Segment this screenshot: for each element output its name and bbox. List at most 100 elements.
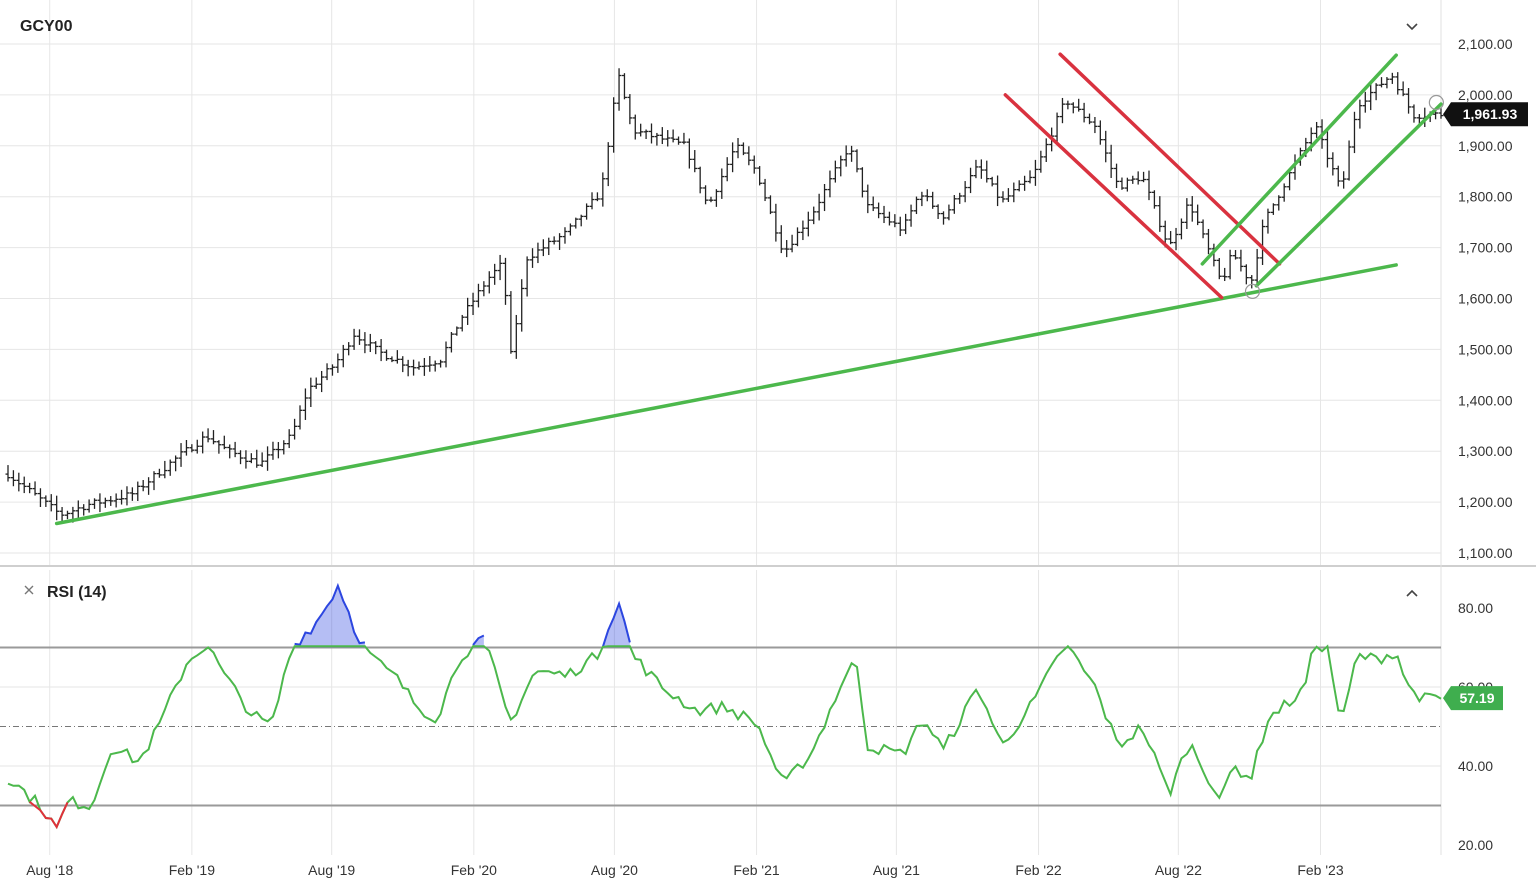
chevron-up-icon[interactable] xyxy=(1406,589,1418,597)
price-bar xyxy=(995,175,1001,207)
price-bar xyxy=(378,339,384,362)
badge-shape xyxy=(1443,102,1528,127)
price-bar xyxy=(946,204,952,221)
price-bar xyxy=(530,248,536,268)
rsi-plot xyxy=(7,582,1442,830)
price-bar xyxy=(1330,152,1336,176)
last-price-value: 1,961.93 xyxy=(1463,106,1518,122)
trend-drawings[interactable] xyxy=(54,52,1444,526)
price-bar xyxy=(1189,196,1195,222)
price-bar xyxy=(443,341,449,368)
price-bar xyxy=(562,227,568,244)
price-tick-label: 1,900.00 xyxy=(1458,138,1513,154)
price-bar xyxy=(265,446,271,471)
price-bar xyxy=(297,405,303,430)
price-bar xyxy=(335,353,341,373)
date-tick-label: Feb '20 xyxy=(451,862,497,878)
price-bar xyxy=(1141,171,1147,183)
green-channel-upper xyxy=(1200,53,1398,266)
price-bar xyxy=(913,196,919,215)
price-bar xyxy=(216,440,222,454)
rsi-label: RSI (14) xyxy=(47,584,107,601)
price-bar xyxy=(492,263,498,285)
price-tick-label: 1,500.00 xyxy=(1458,341,1513,357)
price-bar xyxy=(540,239,546,257)
price-bar xyxy=(259,452,265,468)
chart-grid xyxy=(0,0,1536,855)
price-bar xyxy=(400,356,406,373)
price-tick-label: 1,600.00 xyxy=(1458,291,1513,307)
price-bar xyxy=(416,361,422,370)
price-bar xyxy=(1211,243,1217,267)
price-bar xyxy=(1146,170,1152,201)
price-bar xyxy=(1373,83,1379,101)
price-bar xyxy=(421,357,427,376)
price-bar xyxy=(1227,249,1233,280)
axis-labels: 1,100.00 1,200.00 1,300.00 1,400.00 1,500.00… xyxy=(26,36,1513,878)
price-bar xyxy=(1400,81,1406,97)
price-tick-label: 1,200.00 xyxy=(1458,494,1513,510)
rsi-line xyxy=(7,644,1442,830)
rsi-overbought-line xyxy=(472,634,485,646)
price-bar xyxy=(43,495,49,507)
price-bar xyxy=(124,486,130,506)
price-bar xyxy=(389,356,395,363)
price-bar xyxy=(854,149,860,173)
price-bar xyxy=(703,185,709,205)
price-bar xyxy=(275,442,281,459)
price-bar xyxy=(654,132,660,146)
price-bar xyxy=(1368,83,1374,111)
price-bar xyxy=(64,510,70,520)
price-bar xyxy=(962,181,968,203)
price-bar xyxy=(665,130,671,147)
price-bar xyxy=(238,450,244,465)
price-bar xyxy=(897,216,903,237)
close-icon[interactable] xyxy=(24,585,34,595)
date-tick-label: Feb '19 xyxy=(169,862,215,878)
price-bar xyxy=(832,160,838,183)
price-bar xyxy=(1000,191,1006,203)
price-bar xyxy=(924,189,930,202)
price-tick-label: 1,300.00 xyxy=(1458,443,1513,459)
price-bar xyxy=(367,333,373,353)
price-bar xyxy=(1406,88,1412,114)
price-bar xyxy=(151,471,157,491)
price-bar xyxy=(173,455,179,472)
price-bar xyxy=(1151,190,1157,209)
rsi-last-value: 57.19 xyxy=(1459,690,1494,706)
price-bar xyxy=(1011,182,1017,203)
price-bar xyxy=(1270,203,1276,215)
price-bar xyxy=(270,441,276,460)
green-channel-lower xyxy=(1254,102,1443,288)
price-bar xyxy=(1108,144,1114,178)
price-bar xyxy=(984,160,990,183)
price-bar xyxy=(681,132,687,145)
date-tick-label: Feb '23 xyxy=(1297,862,1343,878)
price-bar xyxy=(930,191,936,209)
price-bar xyxy=(1016,180,1022,192)
rsi-overbought-fill xyxy=(602,603,630,648)
price-bar xyxy=(676,136,682,145)
price-bar xyxy=(795,227,801,247)
price-bar xyxy=(1379,77,1385,88)
price-bar xyxy=(254,449,260,468)
price-bar xyxy=(1038,150,1044,173)
price-bar xyxy=(1384,77,1390,89)
price-bar xyxy=(789,234,795,253)
price-bar xyxy=(740,142,746,156)
price-bar xyxy=(27,482,33,494)
price-bar xyxy=(1119,177,1125,190)
date-tick-label: Aug '19 xyxy=(308,862,355,878)
price-bar xyxy=(32,481,38,496)
price-bar xyxy=(697,166,703,194)
price-bar xyxy=(329,364,335,376)
price-bar xyxy=(1076,98,1082,112)
price-bar xyxy=(75,500,81,520)
price-bar xyxy=(411,359,417,376)
chevron-down-icon[interactable] xyxy=(1406,23,1418,31)
price-bar xyxy=(459,314,465,332)
price-bar xyxy=(183,440,189,456)
price-bar xyxy=(319,370,325,393)
price-bar xyxy=(475,283,481,308)
